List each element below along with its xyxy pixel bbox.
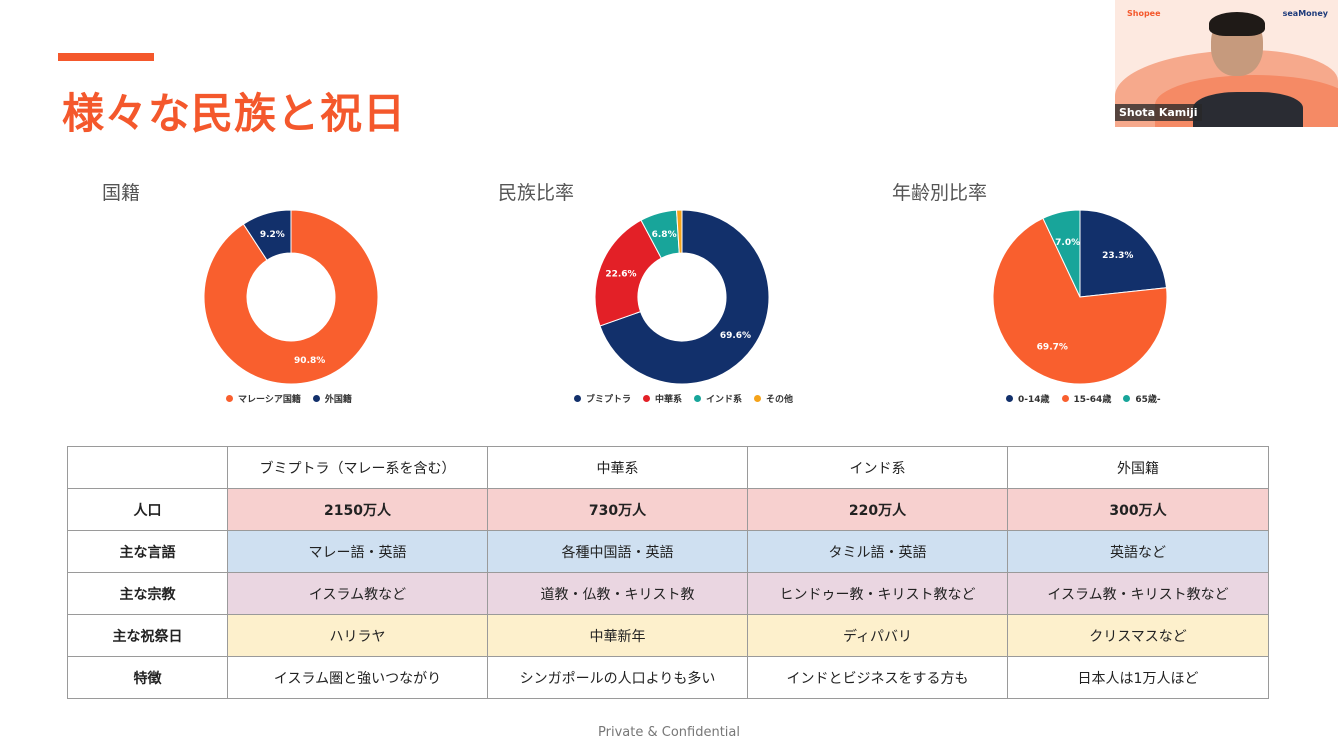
legend-item: 中華系 bbox=[643, 392, 682, 405]
table-row: 特徴 イスラム圏と強いつながり シンガポールの人口よりも多い インドとビジネスを… bbox=[67, 656, 1269, 699]
legend-dot bbox=[1061, 395, 1069, 402]
ethnic-groups-table: ブミプトラ（マレー系を含む） 中華系 インド系 外国籍 人口 2150万人 73… bbox=[67, 446, 1269, 699]
legend-nationality: マレーシア国籍 外国籍 bbox=[226, 392, 352, 405]
pie-slice bbox=[599, 209, 770, 385]
pie-data-label: 23.3% bbox=[1102, 251, 1133, 261]
legend-item: 外国籍 bbox=[312, 392, 352, 405]
row-header: 主な祝祭日 bbox=[67, 614, 228, 657]
table-header-cell: インド系 bbox=[747, 446, 1008, 489]
row-header: 主な宗教 bbox=[67, 572, 228, 615]
legend-label: 0-14歳 bbox=[1018, 395, 1050, 405]
table-cell: ヒンドゥー教・キリスト教など bbox=[747, 572, 1008, 615]
legend-label: インド系 bbox=[706, 395, 743, 405]
row-header: 特徴 bbox=[67, 656, 228, 699]
legend-label: マレーシア国籍 bbox=[238, 395, 301, 405]
table-cell: 日本人は1万人ほど bbox=[1007, 656, 1269, 699]
table-header-row: ブミプトラ（マレー系を含む） 中華系 インド系 外国籍 bbox=[67, 446, 1269, 489]
table-cell: タミル語・英語 bbox=[747, 530, 1008, 573]
table-cell: 220万人 bbox=[747, 488, 1008, 531]
chart-title-age: 年齢別比率 bbox=[892, 182, 988, 204]
participant-video bbox=[1203, 12, 1269, 94]
legend-item: ブミプトラ bbox=[574, 392, 631, 405]
table-row: 主な祝祭日 ハリラヤ 中華新年 ディパバリ クリスマスなど bbox=[67, 614, 1269, 657]
legend-label: 65歳- bbox=[1135, 395, 1161, 405]
legend-item: 65歳- bbox=[1123, 392, 1161, 405]
table-cell: 中華新年 bbox=[487, 614, 748, 657]
table-header-cell: 中華系 bbox=[487, 446, 748, 489]
table-cell: マレー語・英語 bbox=[227, 530, 488, 573]
table-header-cell: ブミプトラ（マレー系を含む） bbox=[227, 446, 488, 489]
pie-data-label: 7.0% bbox=[1055, 238, 1080, 248]
legend-label: 外国籍 bbox=[324, 395, 352, 405]
chart-title-ethnicity: 民族比率 bbox=[498, 182, 575, 204]
table-cell: 2150万人 bbox=[227, 488, 488, 531]
legend-label: 15-64歳 bbox=[1073, 395, 1112, 405]
table-cell: クリスマスなど bbox=[1007, 614, 1269, 657]
table-cell: シンガポールの人口よりも多い bbox=[487, 656, 748, 699]
pie-slice bbox=[1042, 209, 1081, 298]
webcam-video-tile[interactable]: Shopee seaMoney Shota Kamiji bbox=[1115, 0, 1338, 127]
chart-title-nationality: 国籍 bbox=[102, 182, 141, 204]
pie-slice bbox=[992, 217, 1168, 385]
pie-data-label: 90.8% bbox=[294, 356, 325, 366]
legend-item: その他 bbox=[754, 392, 793, 405]
legend-dot bbox=[754, 395, 762, 402]
legend-item: 0-14歳 bbox=[1006, 392, 1050, 405]
person-shirt bbox=[1193, 92, 1303, 127]
slide-title: 様々な民族と祝日 bbox=[62, 89, 407, 138]
pie-data-label: 69.6% bbox=[720, 331, 751, 341]
pie-slice bbox=[242, 209, 292, 261]
table-cell: 300万人 bbox=[1007, 488, 1269, 531]
legend-dot bbox=[1006, 395, 1013, 402]
table-cell: 730万人 bbox=[487, 488, 748, 531]
legend-label: ブミプトラ bbox=[586, 395, 632, 405]
legend-dot bbox=[574, 395, 581, 402]
pie-slice bbox=[676, 209, 683, 254]
legend-dot bbox=[226, 395, 233, 402]
table-cell: イスラム教・キリスト教など bbox=[1007, 572, 1269, 615]
legend-label: 中華系 bbox=[655, 395, 683, 405]
legend-age: 0-14歳 15-64歳 65歳- bbox=[1006, 392, 1161, 405]
legend-dot bbox=[312, 395, 320, 402]
legend-item: 15-64歳 bbox=[1061, 392, 1112, 405]
legend-dot bbox=[643, 395, 651, 402]
legend-ethnicity: ブミプトラ 中華系 インド系 その他 bbox=[574, 392, 793, 405]
seamoney-logo: seaMoney bbox=[1282, 9, 1328, 18]
table-cell: 英語など bbox=[1007, 530, 1269, 573]
table-row: 主な言語 マレー語・英語 各種中国語・英語 タミル語・英語 英語など bbox=[67, 530, 1269, 573]
table-cell: ディパバリ bbox=[747, 614, 1008, 657]
row-header: 主な言語 bbox=[67, 530, 228, 573]
person-hair bbox=[1209, 12, 1265, 36]
pie-slice bbox=[1079, 209, 1168, 298]
legend-dot bbox=[1123, 395, 1131, 402]
pie-data-label: 9.2% bbox=[260, 230, 285, 240]
table-cell: イスラム教など bbox=[227, 572, 488, 615]
table-row: 主な宗教 イスラム教など 道教・仏教・キリスト教 ヒンドゥー教・キリスト教など … bbox=[67, 572, 1269, 615]
table-cell: 各種中国語・英語 bbox=[487, 530, 748, 573]
participant-name-label: Shota Kamiji bbox=[1115, 104, 1202, 121]
table-cell: ハリラヤ bbox=[227, 614, 488, 657]
pie-data-label: 6.8% bbox=[652, 230, 677, 240]
table-cell: イスラム圏と強いつながり bbox=[227, 656, 488, 699]
table-header-cell: 外国籍 bbox=[1007, 446, 1269, 489]
table-header-cell bbox=[67, 446, 228, 489]
shopee-logo: Shopee bbox=[1127, 9, 1161, 18]
legend-label: その他 bbox=[766, 395, 794, 405]
legend-item: インド系 bbox=[694, 392, 742, 405]
table-row: 人口 2150万人 730万人 220万人 300万人 bbox=[67, 488, 1269, 531]
pie-slice bbox=[203, 209, 379, 385]
legend-item: マレーシア国籍 bbox=[226, 392, 301, 405]
row-header: 人口 bbox=[67, 488, 228, 531]
legend-dot bbox=[694, 395, 702, 402]
table-cell: インドとビジネスをする方も bbox=[747, 656, 1008, 699]
title-accent-bar bbox=[58, 53, 154, 61]
pie-data-label: 69.7% bbox=[1037, 342, 1068, 352]
table-cell: 道教・仏教・キリスト教 bbox=[487, 572, 748, 615]
pie-data-label: 22.6% bbox=[605, 269, 636, 279]
footer-confidential: Private & Confidential bbox=[598, 725, 740, 740]
